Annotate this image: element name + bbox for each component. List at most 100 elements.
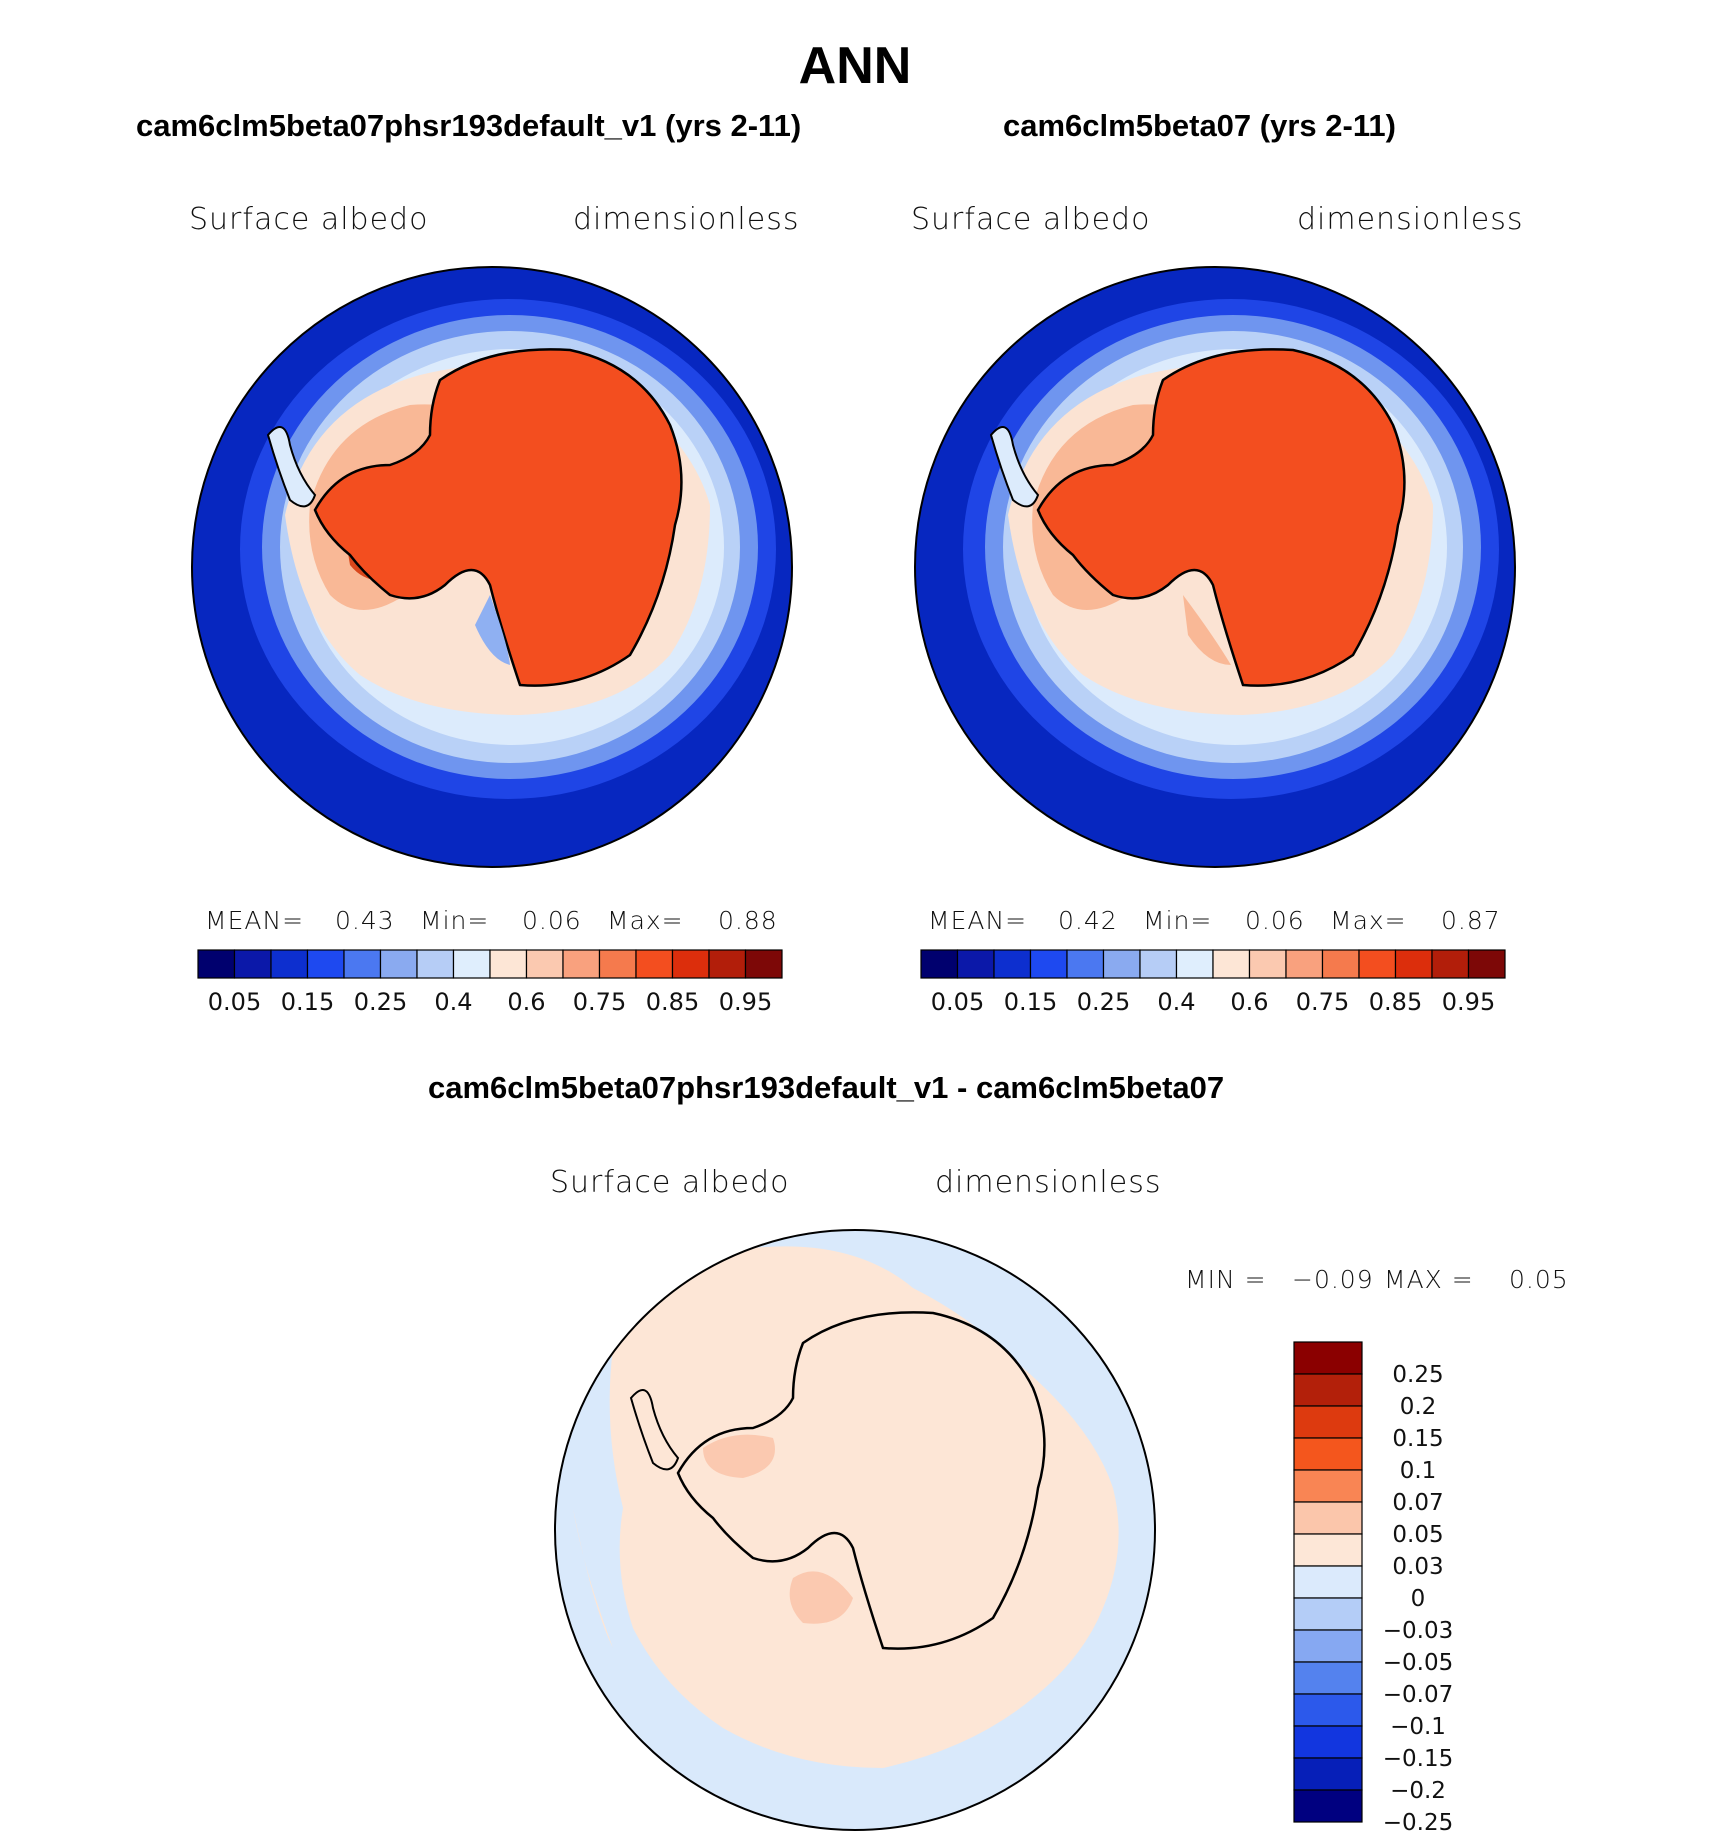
- left-colorbar-labels: 0.05 0.15 0.25 0.4 0.6 0.75 0.85 0.95: [208, 988, 772, 1016]
- colorbar-swatch: [343, 949, 382, 979]
- colorbar-tick-label: −0.05: [1383, 1650, 1453, 1676]
- right-min-label: Min=: [1143, 906, 1213, 935]
- colorbar-swatch: [1248, 949, 1287, 979]
- colorbar-swatch: [1293, 1501, 1363, 1535]
- colorbar-tick-label: 0.15: [1392, 1426, 1443, 1452]
- right-units-label: dimensionless: [1297, 202, 1524, 237]
- antarctic-peninsula: [629, 1389, 680, 1471]
- diff-min-label: MIN =: [1185, 1265, 1267, 1294]
- colorbar-swatch: [598, 949, 637, 979]
- colorbar-tick-label: 0.85: [646, 988, 699, 1016]
- antarctica-coastline: [676, 1311, 1046, 1650]
- antarctica-coastline: [1036, 348, 1406, 687]
- antarctic-peninsula: [989, 426, 1040, 508]
- left-variable-label: Surface albedo: [189, 202, 429, 237]
- colorbar-swatch: [1293, 1405, 1363, 1439]
- colorbar-tick-label: 0.25: [354, 988, 407, 1016]
- colorbar-swatch: [671, 949, 710, 979]
- diff-variable-label: Surface albedo: [550, 1165, 790, 1200]
- map-boundary: [914, 266, 1516, 868]
- right-mean-label: MEAN=: [928, 906, 1028, 935]
- colorbar-swatch: [452, 949, 491, 979]
- colorbar-tick-label: 0.05: [1392, 1522, 1443, 1548]
- ross-ice-shelf: [1183, 595, 1231, 665]
- map-boundary: [554, 1229, 1156, 1831]
- colorbar-swatch: [635, 949, 674, 979]
- diff-positive-region: [609, 1246, 1119, 1768]
- colorbar-tick-label: 0.6: [507, 988, 545, 1016]
- colorbar-swatch: [1467, 949, 1506, 979]
- left-mean-value: 0.43: [335, 906, 395, 935]
- colorbar-swatch: [1293, 1725, 1363, 1759]
- colorbar-tick-label: 0.03: [1392, 1554, 1443, 1580]
- colorbar-swatch: [1293, 1789, 1363, 1823]
- diff-max-value: 0.05: [1509, 1265, 1569, 1294]
- left-min-label: Min=: [420, 906, 490, 935]
- colorbar-swatch: [1293, 1757, 1363, 1791]
- colorbar-tick-label: −0.07: [1383, 1682, 1453, 1708]
- colorbar-tick-label: 0.75: [573, 988, 626, 1016]
- colorbar-tick-label: 0.05: [208, 988, 261, 1016]
- diff-units-label: dimensionless: [935, 1165, 1162, 1200]
- colorbar-swatch: [1139, 949, 1178, 979]
- colorbar-tick-label: 0: [1411, 1586, 1426, 1612]
- left-colorbar-swatches: [197, 949, 783, 979]
- colorbar-swatch: [306, 949, 345, 979]
- figure-title: ANN: [798, 37, 912, 95]
- colorbar-swatch: [1293, 1661, 1363, 1695]
- diff-panel-title: cam6clm5beta07phsr193default_v1 - cam6cl…: [428, 1070, 1225, 1105]
- left-polar-map: [191, 266, 793, 868]
- diff-polar-map: [554, 1229, 1156, 1831]
- left-panel-title: cam6clm5beta07phsr193default_v1 (yrs 2-1…: [136, 108, 802, 143]
- colorbar-tick-label: 0.05: [931, 988, 984, 1016]
- ross-sea-anomaly: [475, 595, 510, 665]
- colorbar-tick-label: −0.03: [1383, 1618, 1453, 1644]
- colorbar-tick-label: 0.4: [434, 988, 472, 1016]
- colorbar-tick-label: 0.75: [1296, 988, 1349, 1016]
- right-max-label: Max=: [1330, 906, 1407, 935]
- colorbar-swatch: [993, 949, 1032, 979]
- left-max-value: 0.88: [718, 906, 778, 935]
- colorbar-swatch: [1293, 1437, 1363, 1471]
- colorbar-tick-label: 0.15: [1004, 988, 1057, 1016]
- map-boundary: [191, 266, 793, 868]
- colorbar-swatch: [233, 949, 272, 979]
- right-polar-map: [914, 266, 1516, 868]
- colorbar-swatch: [744, 949, 783, 979]
- colorbar-swatch: [1293, 1533, 1363, 1567]
- right-variable-label: Surface albedo: [911, 202, 1151, 237]
- colorbar-tick-label: 0.15: [281, 988, 334, 1016]
- colorbar-swatch: [1212, 949, 1251, 979]
- colorbar-swatch: [1293, 1341, 1363, 1375]
- colorbar-tick-label: 0.25: [1077, 988, 1130, 1016]
- colorbar-swatch: [920, 949, 959, 979]
- colorbar-tick-label: 0.6: [1230, 988, 1268, 1016]
- diff-positive-0.05: [703, 1434, 775, 1478]
- colorbar-tick-label: −0.1: [1390, 1714, 1446, 1740]
- diff-min-value: −0.09: [1292, 1265, 1374, 1294]
- diff-positive-0.05: [789, 1571, 853, 1624]
- antarctic-peninsula: [266, 426, 317, 508]
- colorbar-swatch: [1293, 1597, 1363, 1631]
- right-colorbar-swatches: [920, 949, 1506, 979]
- colorbar-tick-label: −0.25: [1383, 1810, 1453, 1833]
- colorbar-tick-label: 0.2: [1400, 1394, 1437, 1420]
- colorbar-tick-label: 0.4: [1157, 988, 1195, 1016]
- right-colorbar-labels: 0.05 0.15 0.25 0.4 0.6 0.75 0.85 0.95: [931, 988, 1495, 1016]
- colorbar-swatch: [562, 949, 601, 979]
- colorbar-swatch: [525, 949, 564, 979]
- colorbar-swatch: [416, 949, 455, 979]
- colorbar-tick-label: 0.07: [1392, 1490, 1443, 1516]
- colorbar-tick-label: 0.1: [1400, 1458, 1437, 1484]
- antarctica-coastline: [313, 348, 683, 687]
- colorbar-tick-label: 0.85: [1369, 988, 1422, 1016]
- colorbar-swatch: [1431, 949, 1470, 979]
- right-colorbar: 0.05 0.15 0.25 0.4 0.6 0.75 0.85 0.95: [920, 949, 1506, 1016]
- colorbar-swatch: [1394, 949, 1433, 979]
- diff-colorbar-labels: 0.25 0.2 0.15 0.1 0.07 0.05 0.03 0 −0.03 −0.05 −0.…: [1383, 1362, 1453, 1833]
- colorbar-swatch: [1321, 949, 1360, 979]
- diff-max-label: MAX =: [1384, 1265, 1474, 1294]
- colorbar-swatch: [1293, 1469, 1363, 1503]
- colorbar-swatch: [708, 949, 747, 979]
- colorbar-swatch: [1293, 1629, 1363, 1663]
